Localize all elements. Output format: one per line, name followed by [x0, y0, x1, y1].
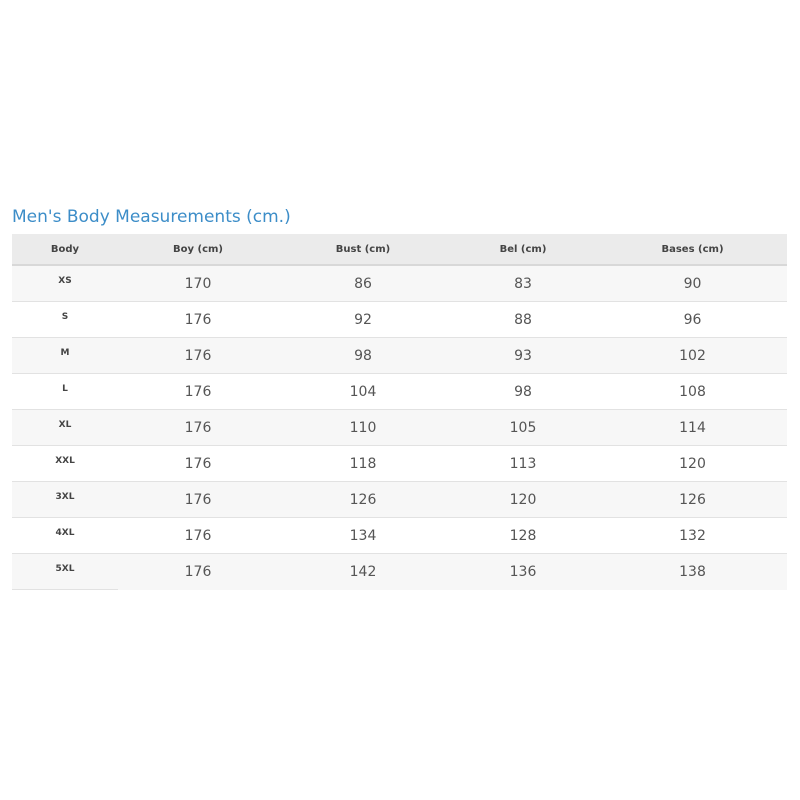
header-body: Body	[12, 234, 118, 266]
cell-bases: 120	[598, 445, 787, 482]
table-row: 3XL 176 126 120 126	[12, 481, 787, 518]
table-row: S 176 92 88 96	[12, 301, 787, 338]
cell-bases: 114	[598, 409, 787, 446]
cell-size: L	[12, 373, 118, 410]
cell-bust: 98	[278, 337, 448, 374]
cell-bust: 92	[278, 301, 448, 338]
cell-size: S	[12, 301, 118, 338]
cell-bust: 142	[278, 553, 448, 590]
cell-size: 5XL	[12, 553, 118, 590]
header-boy: Boy (cm)	[118, 234, 278, 266]
cell-boy: 176	[118, 517, 278, 554]
cell-bases: 102	[598, 337, 787, 374]
cell-size: XS	[12, 265, 118, 302]
table-row: XXL 176 118 113 120	[12, 445, 787, 482]
cell-bust: 134	[278, 517, 448, 554]
cell-bel: 83	[448, 265, 598, 302]
cell-boy: 176	[118, 337, 278, 374]
cell-boy: 176	[118, 481, 278, 518]
cell-bel: 93	[448, 337, 598, 374]
cell-bust: 118	[278, 445, 448, 482]
cell-bases: 126	[598, 481, 787, 518]
cell-bel: 113	[448, 445, 598, 482]
table-row: XL 176 110 105 114	[12, 409, 787, 446]
cell-bases: 132	[598, 517, 787, 554]
cell-bel: 120	[448, 481, 598, 518]
cell-bel: 128	[448, 517, 598, 554]
cell-bust: 126	[278, 481, 448, 518]
cell-bel: 98	[448, 373, 598, 410]
cell-bust: 86	[278, 265, 448, 302]
cell-bel: 88	[448, 301, 598, 338]
table-row: 4XL 176 134 128 132	[12, 517, 787, 554]
cell-bust: 110	[278, 409, 448, 446]
cell-bases: 138	[598, 553, 787, 590]
measurements-table: Body Boy (cm) Bust (cm) Bel (cm) Bases (…	[12, 234, 787, 590]
cell-bases: 96	[598, 301, 787, 338]
cell-boy: 176	[118, 301, 278, 338]
header-row: Body Boy (cm) Bust (cm) Bel (cm) Bases (…	[12, 234, 787, 266]
table-row: 5XL 176 142 136 138	[12, 553, 787, 590]
cell-size: XL	[12, 409, 118, 446]
header-bel: Bel (cm)	[448, 234, 598, 266]
header-bases: Bases (cm)	[598, 234, 787, 266]
table-row: XS 170 86 83 90	[12, 265, 787, 302]
cell-bases: 108	[598, 373, 787, 410]
cell-boy: 176	[118, 373, 278, 410]
header-bust: Bust (cm)	[278, 234, 448, 266]
cell-boy: 176	[118, 553, 278, 590]
cell-size: M	[12, 337, 118, 374]
cell-boy: 176	[118, 445, 278, 482]
cell-bases: 90	[598, 265, 787, 302]
table-row: M 176 98 93 102	[12, 337, 787, 374]
cell-size: XXL	[12, 445, 118, 482]
cell-bel: 136	[448, 553, 598, 590]
cell-bust: 104	[278, 373, 448, 410]
page-title: Men's Body Measurements (cm.)	[12, 207, 291, 227]
cell-boy: 170	[118, 265, 278, 302]
table-row: L 176 104 98 108	[12, 373, 787, 410]
cell-boy: 176	[118, 409, 278, 446]
cell-size: 4XL	[12, 517, 118, 554]
cell-size: 3XL	[12, 481, 118, 518]
cell-bel: 105	[448, 409, 598, 446]
